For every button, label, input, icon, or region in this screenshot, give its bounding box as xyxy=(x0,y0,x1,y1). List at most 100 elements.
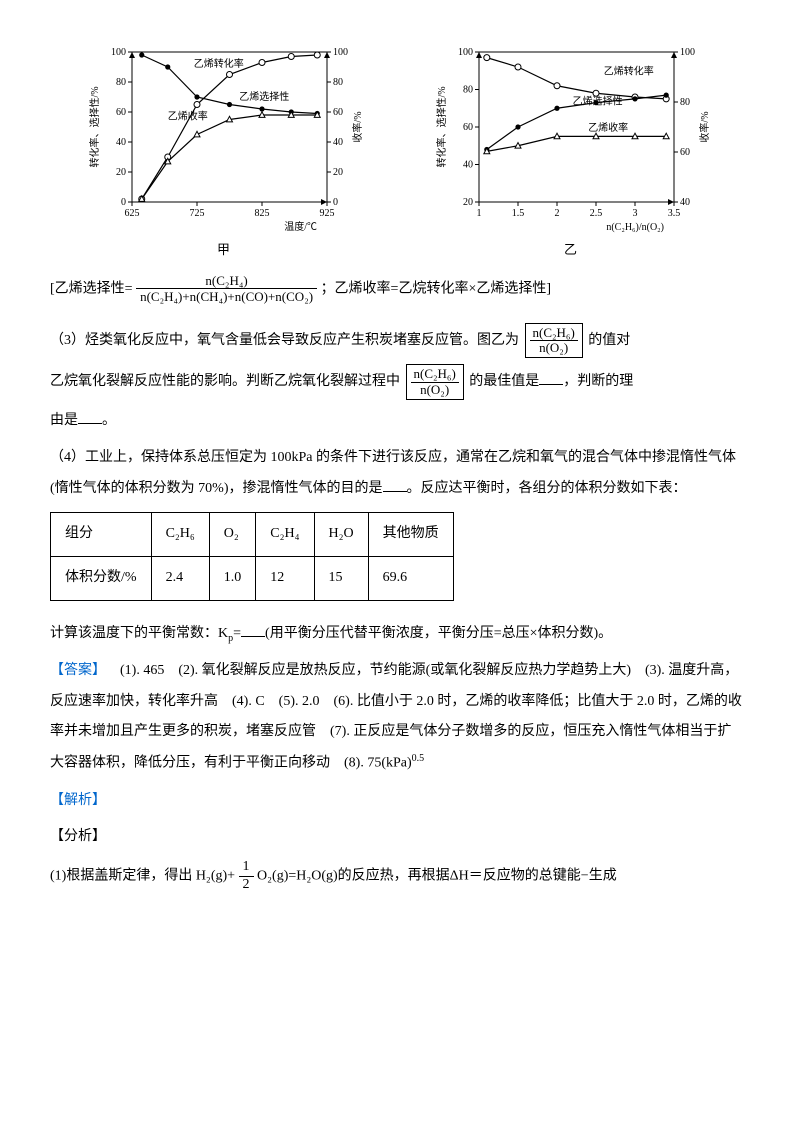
analysis-label1: 【解析】 xyxy=(50,786,744,817)
q3-l3b: 。 xyxy=(102,413,116,428)
chart-right: 2040608010040608010011.522.533.5n(C₂H₆)/… xyxy=(431,40,711,240)
chart-left-wrap: 020406080100020406080100625725825925温度/℃… xyxy=(84,40,364,265)
answer-label: 【答案】 xyxy=(50,663,106,678)
svg-text:转化率、选择性/%: 转化率、选择性/% xyxy=(88,86,101,167)
svg-text:乙烯收率: 乙烯收率 xyxy=(167,110,207,123)
chart-left: 020406080100020406080100625725825925温度/℃… xyxy=(84,40,364,240)
svg-text:温度/℃: 温度/℃ xyxy=(284,220,317,233)
q3-frac1-num: n(C₂H₆) xyxy=(530,326,578,341)
th-3: C₂H₄ xyxy=(256,513,314,557)
q3-line1: （3）烃类氧化反应中，氧气含量低会导致反应产生积炭堵塞反应管。图乙为 n(C₂H… xyxy=(50,323,744,359)
q4-blank2 xyxy=(241,622,265,637)
ans-5: (5). 2.0 xyxy=(279,694,320,709)
svg-text:825: 825 xyxy=(254,208,269,219)
chart-left-caption: 甲 xyxy=(84,236,364,265)
svg-text:乙烯收率: 乙烯收率 xyxy=(588,121,628,134)
analysis-b: O₂(g)=H₂O(g)的反应热，再根据ΔH＝反应物的总键能−生成 xyxy=(257,869,617,884)
svg-text:1: 1 xyxy=(476,208,481,219)
svg-text:乙烯转化率: 乙烯转化率 xyxy=(193,57,243,70)
analysis-frac-num: 1 xyxy=(239,859,254,877)
td-4: 69.6 xyxy=(368,557,453,601)
chart-right-svg: 2040608010040608010011.522.533.5n(C₂H₆)/… xyxy=(431,40,711,240)
analysis-label2: 【分析】 xyxy=(50,822,744,853)
svg-text:2: 2 xyxy=(554,208,559,219)
q4-p2c: (用平衡分压代替平衡浓度，平衡分压=总压×体积分数)。 xyxy=(265,626,612,641)
q3-line3: 由是 。 xyxy=(50,406,744,437)
td-label: 体积分数/% xyxy=(51,557,152,601)
formula-suffix: ；乙烯收率=乙烷转化率×乙烯选择性] xyxy=(321,281,551,296)
svg-text:40: 40 xyxy=(463,160,473,171)
chart-right-caption: 乙 xyxy=(431,236,711,265)
svg-text:60: 60 xyxy=(333,107,343,118)
svg-text:60: 60 xyxy=(463,122,473,133)
svg-text:转化率、选择性/%: 转化率、选择性/% xyxy=(435,86,448,167)
q3-l3: 由是 xyxy=(50,413,78,428)
th-4: H₂O xyxy=(314,513,368,557)
q3-frac1-den: n(O₂) xyxy=(530,341,578,355)
analysis-frac-den: 2 xyxy=(239,877,254,894)
chart-left-svg: 020406080100020406080100625725825925温度/℃… xyxy=(84,40,364,240)
svg-text:3.5: 3.5 xyxy=(667,208,680,219)
svg-text:0: 0 xyxy=(333,197,338,208)
q3-blank1 xyxy=(539,370,563,385)
q3-l2c: ，判断的理 xyxy=(563,374,633,389)
svg-text:80: 80 xyxy=(463,85,473,96)
ans-8: (8). 75(kPa) xyxy=(344,756,412,771)
td-0: 2.4 xyxy=(151,557,209,601)
svg-text:乙烯选择性: 乙烯选择性 xyxy=(572,95,622,108)
svg-text:40: 40 xyxy=(333,137,343,148)
svg-text:0: 0 xyxy=(121,197,126,208)
q3-frac2-den: n(O₂) xyxy=(411,383,459,397)
td-3: 15 xyxy=(314,557,368,601)
svg-text:625: 625 xyxy=(124,208,139,219)
svg-text:60: 60 xyxy=(680,147,690,158)
svg-text:3: 3 xyxy=(632,208,637,219)
svg-text:收率/%: 收率/% xyxy=(351,111,364,142)
q4-p1b: 。反应达平衡时，各组分的体积分数如下表： xyxy=(407,481,687,496)
td-2: 12 xyxy=(256,557,314,601)
q3-frac2: n(C₂H₆) n(O₂) xyxy=(406,364,464,400)
svg-text:20: 20 xyxy=(463,197,473,208)
svg-text:n(C₂H₆)/n(O₂): n(C₂H₆)/n(O₂) xyxy=(606,222,664,233)
svg-text:20: 20 xyxy=(116,167,126,178)
q3-l2b: 的最佳值是 xyxy=(469,374,539,389)
svg-text:2.5: 2.5 xyxy=(589,208,602,219)
q4-p1: （4）工业上，保持体系总压恒定为 100kPa 的条件下进行该反应，通常在乙烷和… xyxy=(50,443,744,505)
svg-text:收率/%: 收率/% xyxy=(698,111,711,142)
q4-p2: 计算该温度下的平衡常数：Kp=(用平衡分压代替平衡浓度，平衡分压=总压×体积分数… xyxy=(50,619,744,650)
formula-fraction: n(C₂H₄) n(C₂H₄)+n(CH₄)+n(CO)+n(CO₂) xyxy=(136,273,317,305)
svg-text:20: 20 xyxy=(333,167,343,178)
formula-note: [乙烯选择性= n(C₂H₄) n(C₂H₄)+n(CH₄)+n(CO)+n(C… xyxy=(50,273,744,305)
th-5: 其他物质 xyxy=(368,513,453,557)
analysis-a: (1)根据盖斯定律，得出 H₂(g)+ xyxy=(50,869,235,884)
svg-text:100: 100 xyxy=(333,47,348,58)
composition-table: 组分 C₂H₆ O₂ C₂H₄ H₂O 其他物质 体积分数/% 2.4 1.0 … xyxy=(50,512,454,601)
svg-text:80: 80 xyxy=(680,97,690,108)
q4-p2b: = xyxy=(233,626,241,641)
formula-den: n(C₂H₄)+n(CH₄)+n(CO)+n(CO₂) xyxy=(136,289,317,305)
q4-p2a: 计算该温度下的平衡常数：K xyxy=(50,626,228,641)
th-0: 组分 xyxy=(51,513,152,557)
chart-right-wrap: 2040608010040608010011.522.533.5n(C₂H₆)/… xyxy=(431,40,711,265)
svg-text:80: 80 xyxy=(116,77,126,88)
ans-2: (2). 氧化裂解反应是放热反应，节约能源(或氧化裂解反应热力学趋势上大) xyxy=(178,663,631,678)
q3-l1b: 的值对 xyxy=(588,333,630,348)
svg-text:100: 100 xyxy=(111,47,126,58)
svg-text:乙烯转化率: 乙烯转化率 xyxy=(603,65,653,78)
formula-num: n(C₂H₄) xyxy=(136,273,317,290)
q3-frac2-num: n(C₂H₆) xyxy=(411,367,459,382)
svg-text:乙烯选择性: 乙烯选择性 xyxy=(239,90,289,103)
analysis-l1: 【解析】 xyxy=(50,793,106,808)
answer-block: 【答案】 (1). 465 (2). 氧化裂解反应是放热反应，节约能源(或氧化裂… xyxy=(50,656,744,780)
q3-l2a: 乙烷氧化裂解反应性能的影响。判断乙烷氧化裂解过程中 xyxy=(50,374,400,389)
svg-text:725: 725 xyxy=(189,208,204,219)
svg-text:100: 100 xyxy=(680,47,695,58)
svg-text:40: 40 xyxy=(116,137,126,148)
ans-4: (4). C xyxy=(232,694,265,709)
q3-line2: 乙烷氧化裂解反应性能的影响。判断乙烷氧化裂解过程中 n(C₂H₆) n(O₂) … xyxy=(50,364,744,400)
td-1: 1.0 xyxy=(209,557,256,601)
q3-blank2 xyxy=(78,409,102,424)
q4-blank1 xyxy=(383,477,407,492)
svg-text:80: 80 xyxy=(333,77,343,88)
formula-prefix: [乙烯选择性= xyxy=(50,281,133,296)
